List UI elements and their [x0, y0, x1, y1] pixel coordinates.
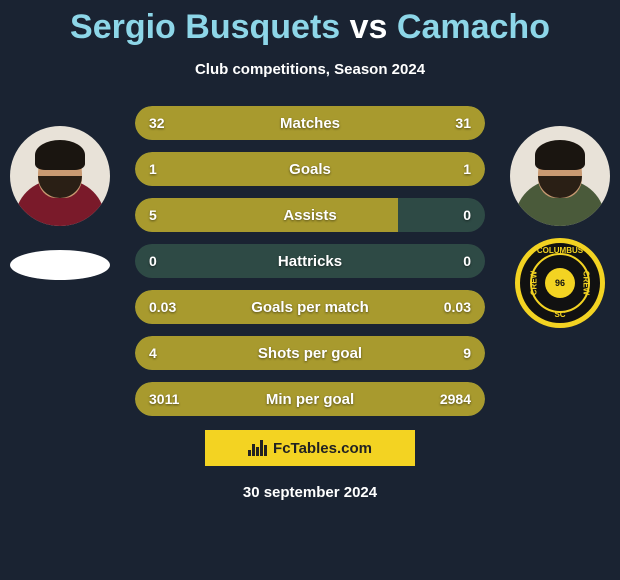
stat-fill-left: [135, 198, 398, 232]
stat-value-right: 0.03: [444, 299, 471, 315]
stat-label: Goals per match: [251, 299, 369, 316]
player1-club-logo: [10, 250, 110, 280]
stat-fill-right: [310, 152, 485, 186]
stats-comparison: 32 Matches 31 1 Goals 1 5 Assists 0 0 Hattricks 0 0.…: [135, 106, 485, 416]
stat-value-right: 9: [463, 345, 471, 361]
subtitle: Club competitions, Season 2024: [0, 61, 620, 78]
player1-avatar: [10, 126, 110, 226]
stat-row: 0 Hattricks 0: [135, 244, 485, 278]
vs-separator: vs: [350, 8, 388, 46]
stat-value-right: 1: [463, 161, 471, 177]
stat-value-left: 1: [149, 161, 157, 177]
stat-fill-left: [135, 152, 310, 186]
stat-label: Assists: [283, 207, 336, 224]
stat-value-right: 31: [455, 115, 471, 131]
stat-value-left: 3011: [149, 391, 179, 407]
stat-row: 5 Assists 0: [135, 198, 485, 232]
stat-label: Shots per goal: [258, 345, 362, 362]
brand-badge[interactable]: FcTables.com: [205, 430, 415, 466]
brand-label: FcTables.com: [273, 440, 372, 457]
stat-value-left: 0: [149, 253, 157, 269]
stat-value-right: 0: [463, 253, 471, 269]
player1-name: Sergio Busquets: [70, 8, 340, 46]
stat-label: Goals: [289, 161, 331, 178]
right-player-panel: COLUMBUS SC CREW CREW 96: [510, 126, 610, 328]
stat-row: 1 Goals 1: [135, 152, 485, 186]
stat-value-left: 32: [149, 115, 165, 131]
stat-row: 4 Shots per goal 9: [135, 336, 485, 370]
player2-club-logo: COLUMBUS SC CREW CREW 96: [515, 238, 605, 328]
stat-label: Min per goal: [266, 391, 354, 408]
stat-row: 0.03 Goals per match 0.03: [135, 290, 485, 324]
stat-value-left: 4: [149, 345, 157, 361]
bar-chart-icon: [248, 440, 267, 456]
stat-value-right: 0: [463, 207, 471, 223]
stat-label: Hattricks: [278, 253, 342, 270]
page-title: Sergio Busquets vs Camacho: [0, 0, 620, 47]
stat-value-left: 0.03: [149, 299, 176, 315]
left-player-panel: [10, 126, 110, 280]
stat-label: Matches: [280, 115, 340, 132]
stat-row: 32 Matches 31: [135, 106, 485, 140]
stat-value-right: 2984: [440, 391, 471, 407]
club-badge-icon: 96: [545, 268, 575, 298]
player2-name: Camacho: [397, 8, 550, 46]
stat-row: 3011 Min per goal 2984: [135, 382, 485, 416]
player2-avatar: [510, 126, 610, 226]
generation-date: 30 september 2024: [0, 484, 620, 501]
stat-value-left: 5: [149, 207, 157, 223]
